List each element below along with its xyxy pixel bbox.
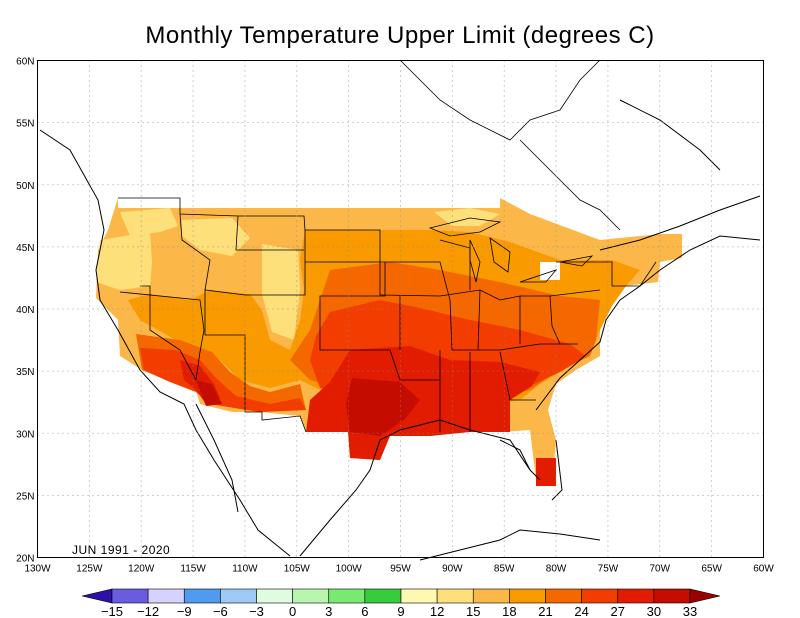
field-30-33 [346,378,420,436]
lon-tick-label: 115W [180,564,206,575]
colorbar-label: 30 [647,604,661,618]
lon-tick-label: 65W [701,564,722,575]
colorbar-label: 0 [289,604,296,618]
lat-tick-label: 60N [16,57,34,68]
lat-tick-label: 20N [16,554,34,565]
lat-tick-label: 35N [16,367,34,378]
colorbar-swatch [653,588,691,604]
colorbar-label: 15 [466,604,480,618]
colorbar-label: 3 [325,604,332,618]
colorbar-swatch [581,588,619,604]
colorbar-label: 9 [397,604,404,618]
lon-tick-label: 125W [76,564,103,575]
lat-tick-label: 25N [16,491,34,502]
canada-coast [399,59,621,231]
lon-tick-label: 85W [494,564,515,575]
colorbar-swatch [509,588,546,604]
colorbar-label: −6 [213,604,228,618]
map-title: Monthly Temperature Upper Limit (degrees… [145,22,655,49]
colorbar-label: −3 [249,604,264,618]
lat-tick-label: 40N [16,305,34,316]
colorbar-label: −15 [101,604,123,618]
colorbar-swatch [400,588,438,604]
field-gap [540,262,560,280]
state-boundaries [118,197,657,433]
colorbar-swatch [328,588,366,604]
lon-tick-label: 105W [284,564,311,575]
lon-tick-label: 110W [232,564,258,575]
colorbar-swatch [472,588,510,604]
colorbar-swatch-low [81,588,113,604]
colorbar-swatch [436,588,474,604]
coastlines [39,99,761,561]
colorbar-swatch [292,588,330,604]
colorbar-swatch [147,588,185,604]
lat-tick-label: 30N [16,429,34,440]
lat-tick-label: 55N [16,119,34,130]
lat-tick-label: 45N [16,243,34,254]
map-frame [37,60,764,558]
field-12-15 [120,208,178,236]
lon-tick-label: 80W [546,564,567,575]
colorbar: −15 −12 −9 −6 −3 0 3 6 9 12 15 18 21 24 27 30 33 [81,588,721,618]
temperature-fields [96,198,682,486]
lon-tick-label: 90W [442,564,463,575]
map-gridlines [37,60,764,558]
field-12-15 [434,208,500,226]
colorbar-label: 18 [502,604,516,618]
colorbar-label: 33 [683,604,697,618]
field-27-30 [536,458,556,486]
colorbar-label: −12 [137,604,159,618]
colorbar-swatch [617,588,655,604]
field-12-15 [262,244,300,340]
colorbar-label: 21 [538,604,552,618]
great-lakes [428,217,594,283]
colorbar-label: 12 [430,604,444,618]
colorbar-swatch-high [689,588,721,604]
lon-tick-label: 120W [128,564,155,575]
lon-tick-label: 130W [24,564,51,575]
period-label: JUN 1991 - 2020 [72,543,170,557]
colorbar-swatch [183,588,221,604]
lon-tick-label: 60W [753,564,774,575]
lat-tick-label: 50N [16,181,34,192]
lon-tick-label: 100W [336,564,363,575]
colorbar-label: 6 [361,604,368,618]
colorbar-label: 24 [574,604,588,618]
lon-tick-label: 95W [390,564,411,575]
colorbar-swatch [545,588,582,604]
field-12-15 [96,232,152,290]
lon-tick-label: 70W [650,564,671,575]
colorbar-swatch [111,588,149,604]
colorbar-swatch [256,588,293,604]
colorbar-swatch [364,588,402,604]
latitude-ticks: 60N 55N 50N 45N 40N 35N 30N 25N 20N [16,57,34,565]
field-30-33 [196,380,222,406]
longitude-ticks: 130W 125W 120W 115W 110W 105W 100W 95W 90W 85W 80W… [24,564,774,575]
field-gap [118,198,500,208]
colorbar-swatch [220,588,257,604]
colorbar-label: −9 [177,604,192,618]
colorbar-label: 27 [611,604,625,618]
lon-tick-label: 75W [598,564,619,575]
